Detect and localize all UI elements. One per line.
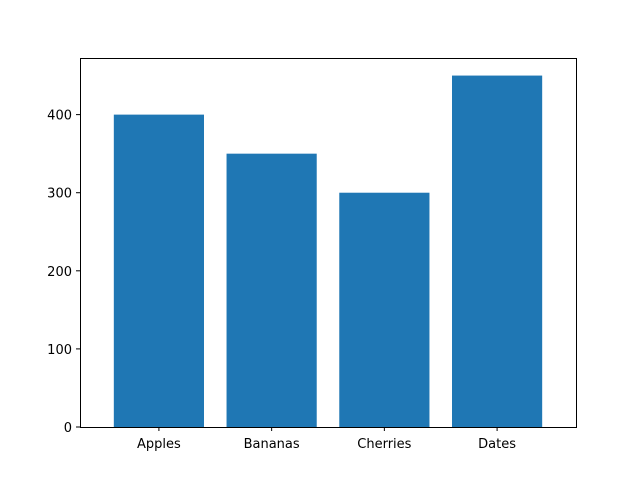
bar-bananas: [226, 153, 317, 427]
bar-dates: [452, 75, 543, 428]
x-tick-label-bananas: Bananas: [244, 437, 300, 452]
y-tick-label-0: 0: [64, 421, 72, 436]
bar-apples: [113, 114, 204, 427]
x-tick-label-dates: Dates: [478, 437, 516, 452]
y-axis: 0 100 200 300 400: [47, 109, 80, 436]
plot-frame: [80, 58, 577, 428]
y-tick-label-100: 100: [47, 343, 72, 358]
x-tick-label-apples: Apples: [137, 437, 181, 452]
y-tick-label-300: 300: [47, 187, 72, 202]
y-tick-label-400: 400: [47, 109, 72, 124]
x-axis: Apples Bananas Cherries Dates: [137, 427, 516, 452]
bar-cherries: [339, 192, 430, 427]
bars-group: [113, 75, 543, 428]
y-tick-label-200: 200: [47, 265, 72, 280]
x-tick-label-cherries: Cherries: [357, 437, 411, 452]
